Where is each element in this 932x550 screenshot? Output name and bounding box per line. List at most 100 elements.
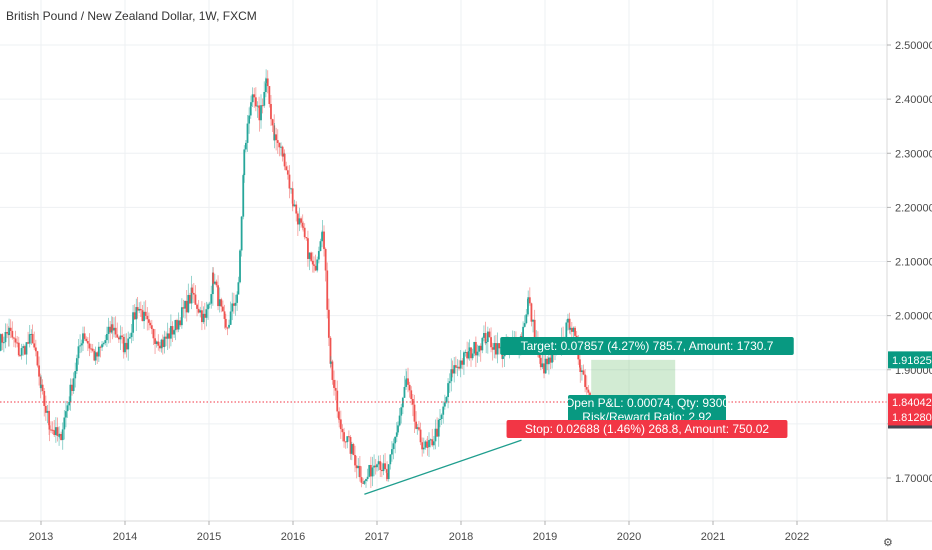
candle-body [226,327,229,329]
candle-body [380,469,383,472]
candle-body [128,337,131,339]
stop-label[interactable]: Stop: 0.02688 (1.46%) 268.8, Amount: 750… [506,420,788,438]
candle-body [231,303,234,312]
candle-body [33,343,36,348]
candle-body [119,335,122,340]
candle-body [232,303,235,306]
candle-body [357,465,360,469]
candle-body [58,433,61,436]
candle-body [271,119,274,126]
time-tick-label: 2018 [449,531,473,543]
candle-body [83,333,86,339]
candle-body [90,348,92,350]
target-label[interactable]: Target: 0.07857 (4.27%) 785.7, Amount: 1… [500,337,794,355]
candle-body [197,308,200,313]
candle-body [416,427,419,429]
candle-body [349,436,352,454]
candle-body [334,387,337,391]
candle-body [165,336,167,339]
candle-body [369,464,372,477]
price-badge: 1.81280 [888,408,932,426]
candle-body [117,337,120,340]
trend-line[interactable] [364,439,522,495]
candle-body [565,322,568,340]
candle-body [539,357,542,368]
time-tick-label: 2019 [533,531,557,543]
candle-body [199,310,202,313]
time-tick-label: 2013 [29,531,53,543]
candle-body [8,327,10,336]
settings-icon[interactable]: ⚙ [883,536,893,549]
price-badge-text: 1.81280 [892,412,932,424]
candle-body [224,318,227,328]
candle-body [415,421,417,429]
candle-body [69,384,72,402]
candle-body [362,482,365,484]
candle-body [275,134,278,141]
candle-body [321,232,323,242]
candle-body [363,481,366,484]
candle-body [205,309,208,318]
candle-body [298,218,301,225]
candle-body [407,378,409,385]
candle-body [338,418,341,420]
candle-body [333,379,335,388]
candle-body [285,166,288,171]
candle-body [150,325,153,330]
candle-body [440,414,443,420]
candle-body [303,227,306,238]
candle-body [585,386,588,390]
candle-body [336,390,339,412]
candle-body [43,391,46,406]
candle-body [111,324,114,331]
candle-body [218,299,221,307]
candle-body [13,337,15,339]
candle-body [79,345,81,347]
candle-body [54,427,57,436]
candle-body [454,365,457,368]
candle-body [229,311,232,325]
candle-body [139,308,142,311]
price-badge: 1.84042 [888,393,932,411]
candle-body [27,342,29,344]
candle-body [266,78,269,87]
candle-body [389,454,392,465]
candle-body [125,342,128,350]
candle-body [567,318,569,323]
candle-body [311,260,314,265]
price-tick-label: 2.00000 [895,311,932,323]
candle-body [281,146,284,157]
candle-body [101,344,103,348]
time-axis[interactable]: 2013 2014 2015 2016 2017 2018 2019 2020 2021 2022 [29,521,809,543]
candle-body [80,343,83,346]
candle-body [96,352,99,357]
candle-body [210,294,213,304]
candle-body [329,361,332,364]
candle-body [366,476,369,480]
candle-body [213,281,216,284]
pnl-label[interactable]: Open P&L: 0.00074, Qty: 9300Risk/Reward … [565,395,729,425]
target-zone[interactable] [591,359,676,402]
candle-body [171,326,174,335]
candle-body [240,216,243,251]
candle-body [109,326,112,333]
candle-body [491,347,494,350]
candle-body [547,357,550,365]
price-tick-label: 2.50000 [895,40,932,52]
candle-body [135,307,138,320]
candle-body [258,107,261,121]
candle-body [468,347,471,352]
candle-body [474,341,477,356]
candle-body [579,367,582,372]
candle-body [169,326,172,339]
candle-body [254,97,257,107]
candle-body [355,465,358,469]
candle-body [382,463,385,472]
candle-body [434,428,437,442]
candle-body [376,464,378,468]
candle-body [527,297,530,299]
candle-body [28,334,31,344]
candle-body [86,341,89,344]
candle-body [323,231,325,249]
